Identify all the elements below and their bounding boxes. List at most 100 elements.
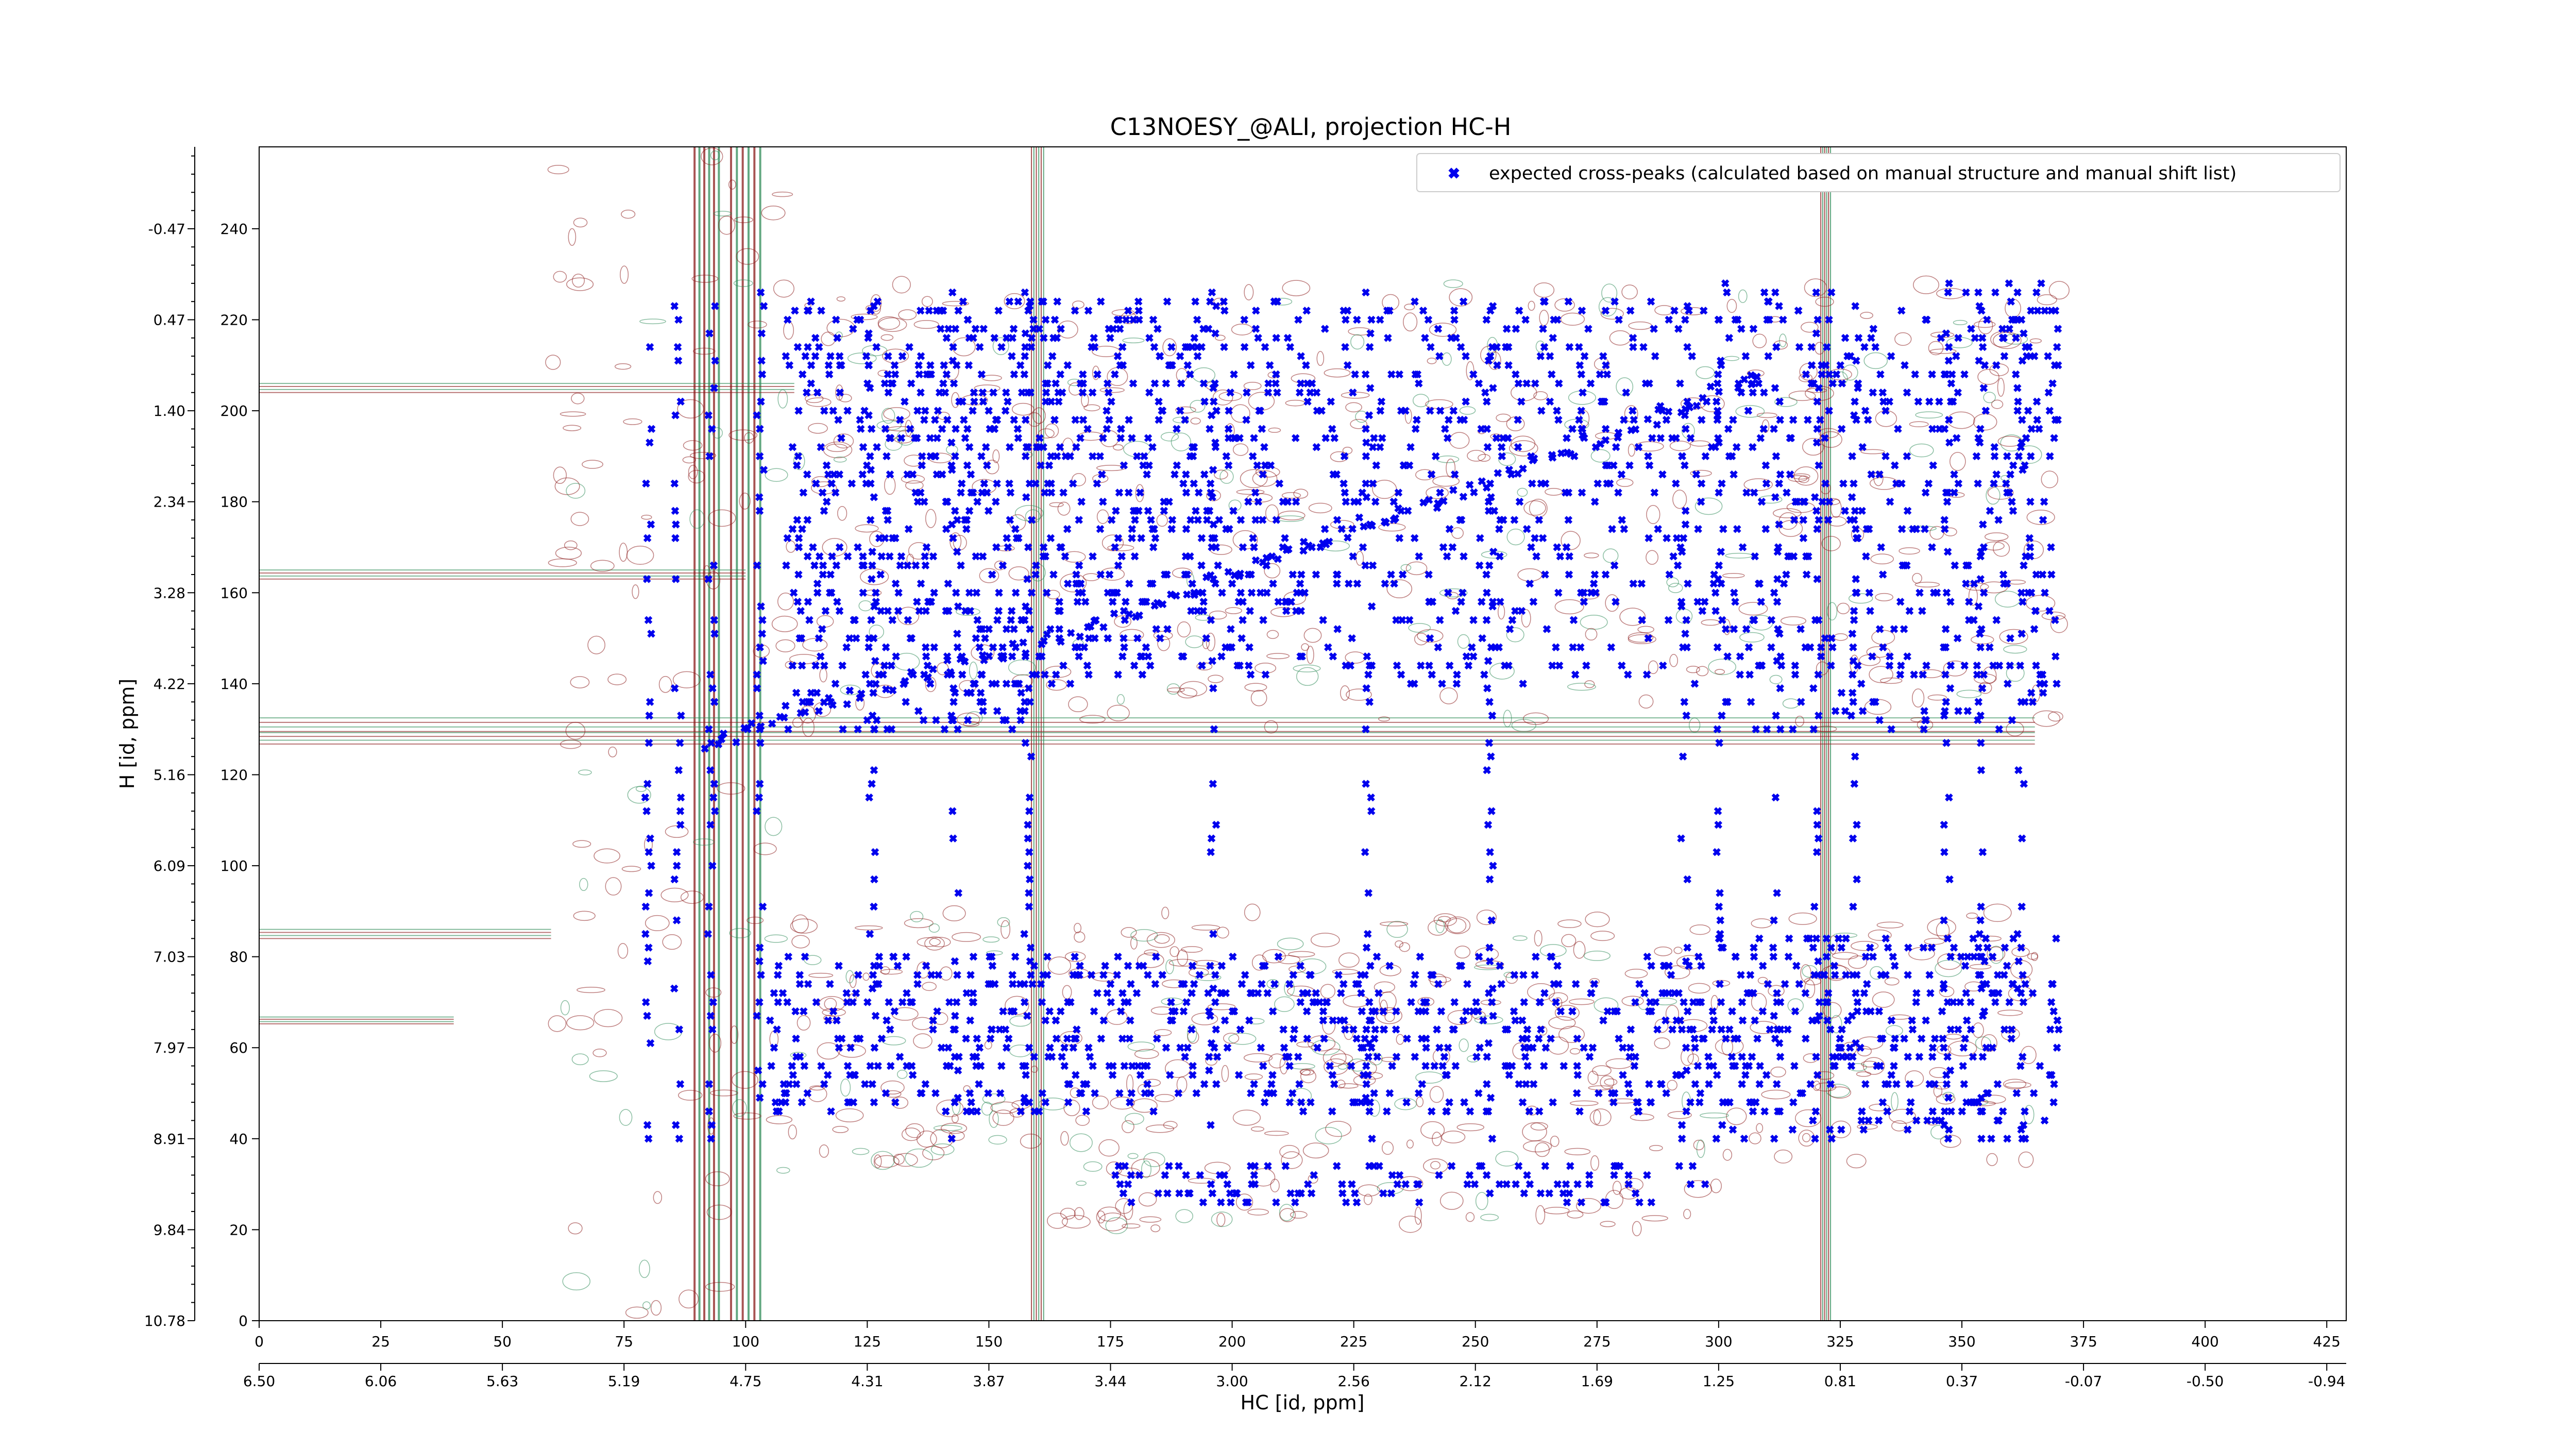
cross-peak-point [1670, 307, 1679, 315]
cross-peak-point [1074, 643, 1082, 651]
cross-peak-point [993, 616, 1002, 625]
cross-peak-point [1125, 579, 1133, 588]
cross-peak-point [1714, 807, 1722, 815]
cross-peak-point [824, 361, 833, 369]
cross-peak-point [1624, 1080, 1633, 1088]
cross-peak-point [1156, 634, 1164, 643]
cross-peak-point [1302, 361, 1310, 369]
contour-blob [1912, 572, 1922, 584]
contour-blob [1523, 1140, 1552, 1153]
cross-peak-point [759, 466, 768, 474]
plot-frame [259, 146, 2347, 1321]
cross-peak-point [1382, 518, 1390, 527]
cross-peak-point [1945, 416, 1953, 424]
cross-peak-point [1177, 379, 1185, 387]
contour-blob [1991, 399, 2004, 409]
cross-peak-point [1091, 634, 1099, 643]
cross-peak-point [1799, 497, 1808, 506]
y2-tick-label: 0.47 [154, 312, 185, 329]
y-tick-label: 120 [221, 766, 248, 783]
cross-peak-point [965, 1089, 974, 1098]
cross-peak-point [1741, 1071, 1750, 1079]
cross-peak-point [1401, 407, 1410, 415]
cross-peak-point [903, 1062, 911, 1070]
cross-peak-point [1511, 1016, 1519, 1025]
cross-peak-point [1802, 370, 1810, 379]
cross-peak-point [1362, 725, 1370, 733]
contour-blob [1830, 1015, 1842, 1034]
cross-peak-point [789, 1071, 798, 1079]
cross-peak-point [1569, 616, 1578, 625]
cross-peak-point [1027, 343, 1036, 351]
cross-peak-point [1367, 793, 1375, 802]
cross-peak-point [1749, 325, 1758, 333]
cross-peak-point [1188, 579, 1196, 588]
cross-peak-point [836, 361, 844, 369]
cross-peak-point [1462, 352, 1470, 360]
cross-peak-point [1590, 497, 1599, 506]
cross-peak-point [1336, 1016, 1344, 1025]
cross-peak-point [1483, 766, 1491, 774]
cross-peak-point [1954, 707, 1962, 715]
cross-peak-point [929, 1025, 937, 1034]
cross-peak-point [1887, 725, 1895, 733]
cross-peak-point [1827, 943, 1835, 952]
cross-peak-point [817, 307, 825, 315]
cross-peak-point [1047, 1053, 1056, 1061]
cross-peak-point [1367, 1043, 1376, 1052]
cross-peak-point [1557, 449, 1566, 458]
cross-peak-point [1978, 334, 1987, 342]
cross-peak-point [1715, 902, 1723, 911]
cross-peak-point [861, 670, 870, 679]
cross-peak-point [1714, 820, 1722, 829]
cross-peak-point [1359, 543, 1367, 551]
cross-peak-point [958, 397, 967, 406]
cross-peak-point [1244, 497, 1252, 506]
contour-blob [1379, 999, 1388, 1016]
cross-peak-point [1016, 716, 1025, 724]
cross-peak-point [1647, 297, 1655, 306]
cross-peak-point [1827, 661, 1835, 670]
cross-peak-point [1496, 552, 1504, 561]
cross-peak-point [1349, 389, 1357, 397]
cross-peak-point [1346, 661, 1354, 670]
cross-peak-point [960, 658, 969, 666]
cross-peak-point [1568, 1007, 1577, 1016]
cross-peak-point [898, 998, 907, 1006]
cross-peak-point [1072, 570, 1080, 579]
contour-blob [1376, 1007, 1402, 1024]
cross-peak-point [1066, 452, 1074, 461]
contour-blob [1587, 1070, 1599, 1085]
contour-blob [2032, 710, 2061, 727]
cross-peak-point [1683, 943, 1691, 952]
cross-peak-point [780, 713, 788, 722]
cross-peak-point [1302, 1007, 1311, 1016]
cross-peak-point [706, 766, 715, 774]
cross-peak-point [1981, 407, 1990, 415]
cross-peak-point [1681, 507, 1690, 515]
contour-blob [788, 1124, 797, 1140]
cross-peak-point [1812, 439, 1821, 447]
contour-blob [1308, 502, 1332, 514]
cross-peak-point [2051, 416, 2060, 424]
contour-blob [1528, 300, 1535, 311]
cross-peak-point [1992, 616, 2001, 625]
cross-peak-point [1096, 452, 1104, 461]
cross-peak-point [1294, 315, 1302, 324]
cross-peak-point [1093, 479, 1101, 488]
cross-peak-point [1147, 516, 1155, 524]
cross-peak-point [1970, 616, 1978, 625]
cross-peak-point [1826, 1125, 1834, 1134]
cross-peak-point [2019, 998, 2028, 1006]
cross-peak-point [1052, 670, 1060, 679]
cross-peak-point [1333, 579, 1341, 588]
cross-peak-point [670, 875, 679, 884]
cross-peak-point [1460, 552, 1468, 561]
cross-peak-point [1405, 616, 1414, 625]
contour-blob [1619, 1187, 1639, 1200]
contour-blob [1337, 1064, 1348, 1070]
cross-peak-point [1848, 630, 1857, 638]
cross-peak-point [958, 670, 967, 679]
cross-peak-point [1742, 488, 1751, 497]
cross-peak-point [1118, 343, 1127, 351]
